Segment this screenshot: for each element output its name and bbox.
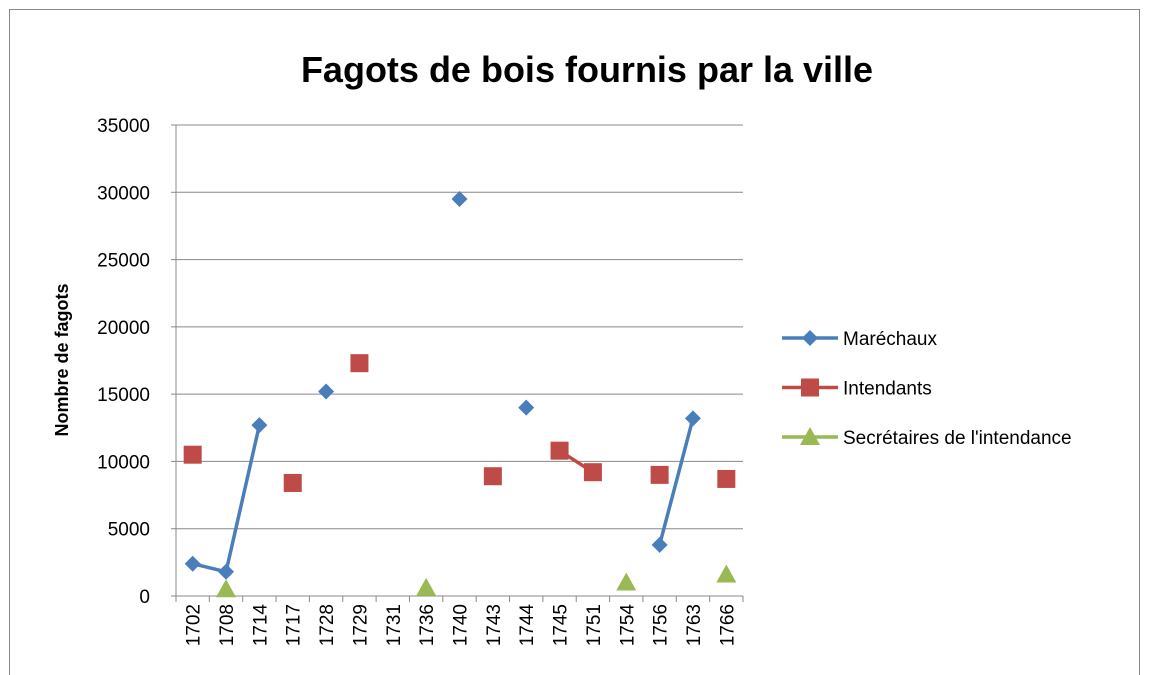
data-point <box>583 463 602 482</box>
legend-marker <box>800 427 820 445</box>
data-point <box>183 445 202 464</box>
data-point <box>283 473 302 492</box>
y-tick-label: 30000 <box>97 183 150 204</box>
x-tick-label: 1743 <box>484 604 505 646</box>
y-tick-label: 25000 <box>97 251 150 272</box>
x-tick-label: 1708 <box>217 604 238 646</box>
data-point <box>416 577 437 596</box>
y-axis-title: Nombre de fagots <box>52 283 72 436</box>
x-tick-label: 1745 <box>551 604 572 646</box>
x-tick-label: 1736 <box>417 604 438 646</box>
x-tick-label: 1728 <box>317 604 338 646</box>
data-point <box>651 536 668 553</box>
y-tick-label: 15000 <box>97 385 150 406</box>
x-tick-label: 1751 <box>584 604 605 646</box>
data-point <box>216 579 237 598</box>
x-tick-label: 1717 <box>284 604 305 646</box>
y-tick-label: 35000 <box>97 116 150 137</box>
x-tick-label: 1766 <box>717 604 738 646</box>
legend-label: Intendants <box>843 379 932 400</box>
legend-marker <box>802 330 818 346</box>
series-line <box>192 417 695 574</box>
data-point <box>717 469 736 488</box>
data-point <box>483 467 502 486</box>
data-point <box>318 383 335 400</box>
chart-border <box>9 9 1140 675</box>
data-point <box>350 354 369 373</box>
x-tick-label: 1754 <box>617 604 638 647</box>
y-tick-label: 20000 <box>97 318 150 339</box>
x-tick-label: 1731 <box>384 604 405 646</box>
data-point <box>716 564 737 583</box>
data-point <box>616 572 637 591</box>
x-tick-label: 1756 <box>651 604 672 646</box>
x-tick-label: 1744 <box>517 604 538 647</box>
data-point <box>650 465 669 484</box>
data-point <box>550 441 569 460</box>
x-tick-label: 1740 <box>451 604 472 646</box>
chart-title: Fagots de bois fournis par la ville <box>301 49 873 90</box>
legend-label: Maréchaux <box>843 329 937 350</box>
x-tick-label: 1702 <box>184 604 205 646</box>
x-tick-label: 1729 <box>350 604 371 646</box>
data-point <box>218 563 235 580</box>
data-point <box>184 555 201 572</box>
y-tick-label: 0 <box>139 587 150 608</box>
y-tick-label: 10000 <box>97 452 150 473</box>
legend-label: Secrétaires de l'intendance <box>843 428 1072 449</box>
x-tick-label: 1763 <box>684 604 705 646</box>
x-tick-label: 1714 <box>250 604 271 647</box>
data-point <box>251 417 268 434</box>
data-point <box>451 191 468 208</box>
legend-marker <box>801 378 819 397</box>
y-tick-label: 5000 <box>108 520 150 541</box>
data-point <box>518 399 535 416</box>
data-point <box>684 410 701 427</box>
